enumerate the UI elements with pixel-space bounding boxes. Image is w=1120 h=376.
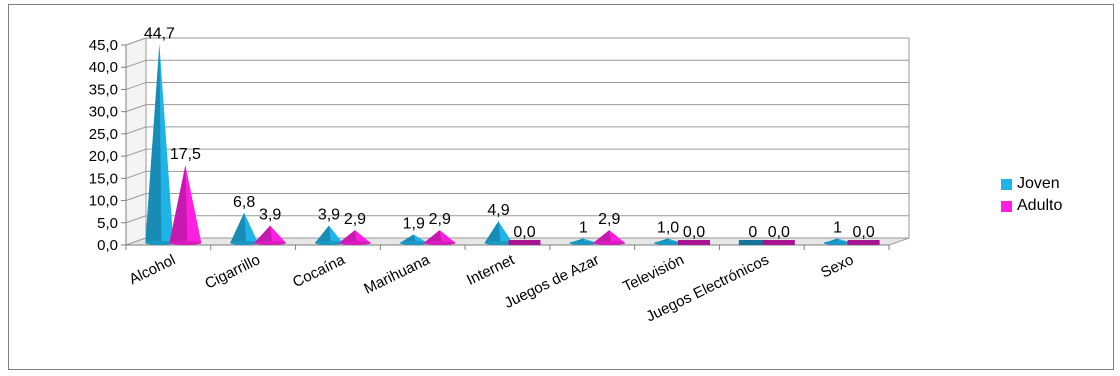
legend-item-adulto: Adulto [1001, 195, 1062, 217]
gridline [125, 148, 909, 157]
data-label-adulto: 2,9 [429, 211, 451, 228]
y-tick-label: 40,0 [89, 59, 118, 76]
cone-base-adulto [423, 241, 456, 245]
data-label-adulto: 0,0 [683, 224, 705, 241]
y-tick-label: 35,0 [89, 81, 118, 98]
cone-base-joven [230, 241, 259, 245]
data-label-joven: 3,9 [318, 207, 340, 224]
flat-bar-adulto [678, 240, 711, 245]
gridline [125, 81, 909, 90]
data-label-adulto: 2,9 [344, 211, 366, 228]
data-label-joven: 4,9 [487, 202, 509, 219]
cone-shade-adulto [169, 165, 188, 243]
cone-base-joven [569, 241, 598, 245]
cone-base-joven [399, 241, 428, 245]
cone-base-joven [484, 241, 513, 245]
cone-base-adulto [338, 241, 371, 245]
y-tick-label: 5,0 [97, 215, 118, 232]
data-label-adulto: 3,9 [259, 207, 281, 224]
y-tick-label: 10,0 [89, 193, 118, 210]
x-category-label: Cocaína [290, 251, 348, 291]
gridline [125, 170, 909, 179]
cone-chart: 0,05,010,015,020,025,030,035,040,045,0Al… [89, 25, 910, 325]
cone-shade-joven [145, 44, 162, 244]
gridline [125, 193, 909, 202]
data-label-joven: 0 [748, 224, 757, 241]
flat-bar-joven [738, 240, 767, 245]
x-category-label: Juegos de Azar [502, 251, 602, 312]
data-label-joven: 1,9 [403, 216, 425, 233]
cone-base-joven [823, 241, 852, 245]
data-label-joven: 6,8 [233, 194, 255, 211]
gridline [125, 37, 909, 46]
legend-label-joven: Joven [1017, 175, 1060, 192]
data-label-joven: 1,0 [657, 220, 679, 237]
gridline [125, 215, 909, 224]
y-tick-label: 0,0 [97, 237, 118, 254]
side-wall [125, 37, 147, 246]
chart-area: 0,0 5,0 10,0 15,0 20,0 25,0 30,0 35,0 40,0 45,0 Al… [8, 4, 1114, 370]
gridline [125, 126, 909, 135]
cone-shade-adulto [423, 230, 442, 243]
cone-shade-joven [399, 234, 416, 243]
cone-base-adulto [593, 241, 626, 245]
y-tick-label: 20,0 [89, 148, 118, 165]
cone-base-joven [145, 241, 174, 245]
y-tick-label: 45,0 [89, 37, 118, 54]
data-label-adulto: 0,0 [852, 224, 874, 241]
x-category-label: Sexo [818, 251, 856, 281]
cone-shade-joven [230, 212, 247, 243]
y-tick-label: 15,0 [89, 170, 118, 187]
x-category-label: Internet [464, 251, 518, 289]
data-label-joven: 1 [833, 220, 842, 237]
gridline [125, 104, 909, 113]
cone-shade-joven [484, 221, 501, 243]
y-tick-label: 25,0 [89, 126, 118, 143]
cone-base-joven [654, 241, 683, 245]
data-label-adulto: 0,0 [768, 224, 790, 241]
flat-bar-adulto [508, 240, 541, 245]
cone-base-adulto [254, 241, 287, 245]
data-label-joven: 1 [579, 220, 588, 237]
data-label-adulto: 17,5 [170, 146, 201, 163]
legend-label-adulto: Adulto [1017, 197, 1063, 214]
x-category-label: Alcohol [126, 251, 178, 288]
flat-bar-adulto [847, 240, 880, 245]
cone-shade-adulto [254, 225, 273, 243]
cone-base-adulto [169, 241, 202, 245]
x-category-label: Marihuana [361, 251, 433, 298]
legend-item-joven: Joven [1001, 173, 1062, 195]
cone-base-joven [314, 241, 343, 245]
x-category-label: Cigarrillo [202, 251, 263, 292]
legend-swatch-adulto [1001, 200, 1012, 212]
data-label-adulto: 0,0 [513, 224, 535, 241]
cone-shade-adulto [338, 230, 357, 243]
legend: Joven Adulto [1001, 173, 1062, 217]
cone-shade-adulto [593, 230, 612, 243]
cone-shade-joven [314, 225, 331, 243]
flat-bar-adulto [762, 240, 795, 245]
y-tick-label: 30,0 [89, 104, 118, 121]
x-category-label: Televisión [620, 251, 687, 295]
data-label-joven: 44,7 [144, 25, 175, 42]
legend-swatch-joven [1001, 178, 1012, 190]
gridline [125, 59, 909, 68]
data-label-adulto: 2,9 [598, 211, 620, 228]
